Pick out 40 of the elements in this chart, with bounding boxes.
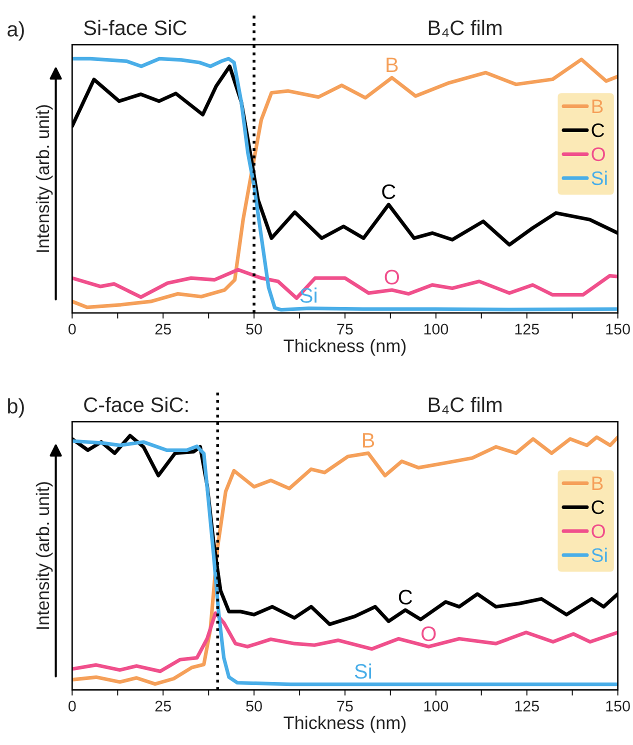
x-tick-label: 0 — [68, 324, 76, 335]
x-tick-label: 100 — [424, 324, 448, 335]
x-tick-label: 0 — [68, 700, 76, 712]
y-axis-title: Intensity (arb. unit) — [36, 482, 53, 629]
x-tick-label: 25 — [155, 700, 171, 712]
legend-label: O — [592, 524, 605, 538]
x-tick-label: 125 — [515, 700, 539, 712]
x-tick-label: 100 — [424, 700, 448, 712]
text: B₄C film — [428, 20, 502, 37]
y-axis-title: Intensity (arb. unit) — [36, 105, 53, 252]
x-tick-label: 50 — [246, 324, 262, 335]
legend-label: C — [592, 123, 604, 138]
annotation: Si — [300, 288, 316, 303]
annotation: B — [363, 433, 374, 448]
x-axis-title: Thickness (nm) — [284, 338, 406, 356]
legend-label: Si — [592, 170, 607, 186]
legend-label: O — [592, 147, 605, 162]
annotation: O — [384, 270, 400, 285]
legend-label: Si — [592, 548, 607, 562]
x-tick-label: 50 — [246, 700, 262, 712]
x-tick-label: 150 — [606, 324, 630, 335]
x-axis-title: Thickness (nm) — [284, 716, 406, 733]
annotation: B — [386, 58, 398, 72]
text: C-face SiC: — [84, 396, 188, 412]
annotation: O — [422, 626, 436, 642]
legend-label: C — [592, 500, 604, 514]
text: B₄C film — [428, 396, 502, 414]
annotation: Si — [354, 663, 372, 679]
annotation: C — [398, 590, 412, 605]
legend-label: B — [592, 100, 603, 114]
x-tick-label: 25 — [155, 324, 171, 335]
x-tick-label: 125 — [515, 324, 539, 335]
x-tick-label: 75 — [337, 700, 353, 712]
x-tick-label: 75 — [337, 324, 353, 335]
chart-title: b) — [8, 398, 24, 418]
legend-label: B — [592, 476, 603, 490]
x-tick-label: 150 — [606, 700, 630, 712]
chart-title: a) — [8, 21, 24, 41]
annotation: C — [382, 184, 396, 200]
text: Si-face SiC — [84, 20, 186, 36]
